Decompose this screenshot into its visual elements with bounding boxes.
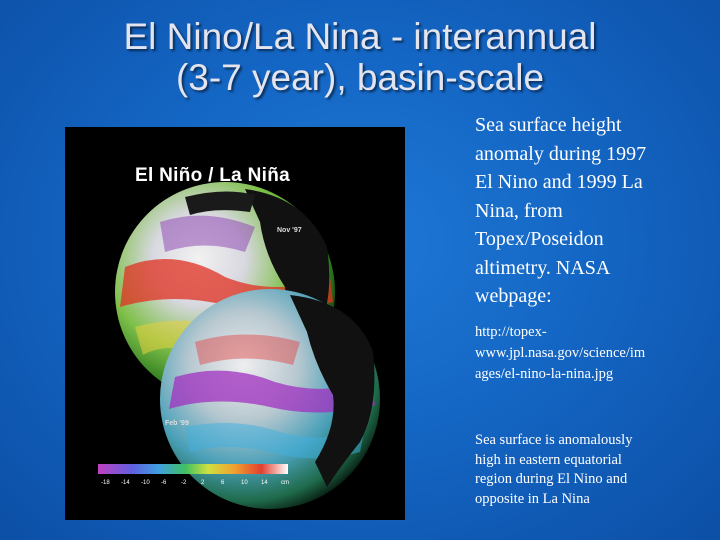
color-scale-labels: -18 -14 -10 -6 -2 2 6 10 14 cm: [101, 480, 289, 486]
color-scale-tick: -14: [121, 480, 130, 486]
figure-heading: El Niño / La Niña: [135, 165, 291, 186]
caption-note-line: region during El Nino and: [475, 471, 628, 487]
color-scale-tick: -18: [101, 480, 110, 486]
color-scale-tick: -10: [141, 480, 150, 486]
caption-note-line: high in eastern equatorial: [475, 451, 622, 468]
date-label-top: Nov '97: [277, 227, 302, 234]
globes-graphic: -18 -14 -10 -6 -2 2 6 10 14 cm: [98, 182, 380, 509]
color-scale-tick: 14: [261, 480, 268, 486]
caption-main: Sea surface height anomaly during 1997 E…: [475, 111, 646, 311]
slide-title: El Nino/La Nina - interannual (3-7 year)…: [0, 16, 720, 98]
color-scale-tick: cm: [281, 480, 289, 486]
caption-note-line: Sea surface is anomalously: [475, 432, 633, 448]
color-scale-tick: 2: [201, 480, 205, 486]
globe-feb-99: [160, 289, 380, 509]
color-scale-tick: 10: [241, 480, 248, 486]
color-scale-bar: [98, 464, 288, 474]
el-nino-la-nina-figure: -18 -14 -10 -6 -2 2 6 10 14 cm El Niño / La Niña …: [65, 127, 405, 520]
caption-main-line: altimetry. NASA: [475, 256, 611, 279]
caption-main-line: El Nino and 1999 La: [475, 171, 643, 193]
caption-main-line: Topex/Poseidon: [475, 228, 604, 250]
caption-note: Sea surface is anomalously high in easte…: [475, 431, 632, 509]
color-scale-tick: -6: [161, 480, 167, 486]
title-line-1: El Nino/La Nina - interannual: [123, 16, 597, 57]
globe-nov-97: [115, 182, 335, 402]
caption-main-line: Sea surface height: [475, 114, 622, 136]
caption-main-line: Nina, from: [475, 199, 563, 222]
caption-main-line: anomaly during 1997: [475, 142, 647, 165]
caption-url-line: www.jpl.nasa.gov/science/im: [475, 345, 646, 361]
caption-url-line: ages/el-nino-la-nina.jpg: [475, 366, 614, 382]
caption-url: http://topex- www.jpl.nasa.gov/science/i…: [475, 322, 645, 385]
caption-main-line: webpage:: [475, 285, 552, 307]
color-scale-tick: 6: [221, 480, 225, 486]
title-line-2: (3-7 year), basin-scale: [175, 57, 545, 98]
caption-url-line: http://topex-: [475, 324, 547, 340]
date-label-bottom: Feb '99: [165, 420, 189, 427]
color-scale-tick: -2: [181, 480, 187, 486]
caption-note-line: opposite in La Nina: [475, 490, 590, 507]
